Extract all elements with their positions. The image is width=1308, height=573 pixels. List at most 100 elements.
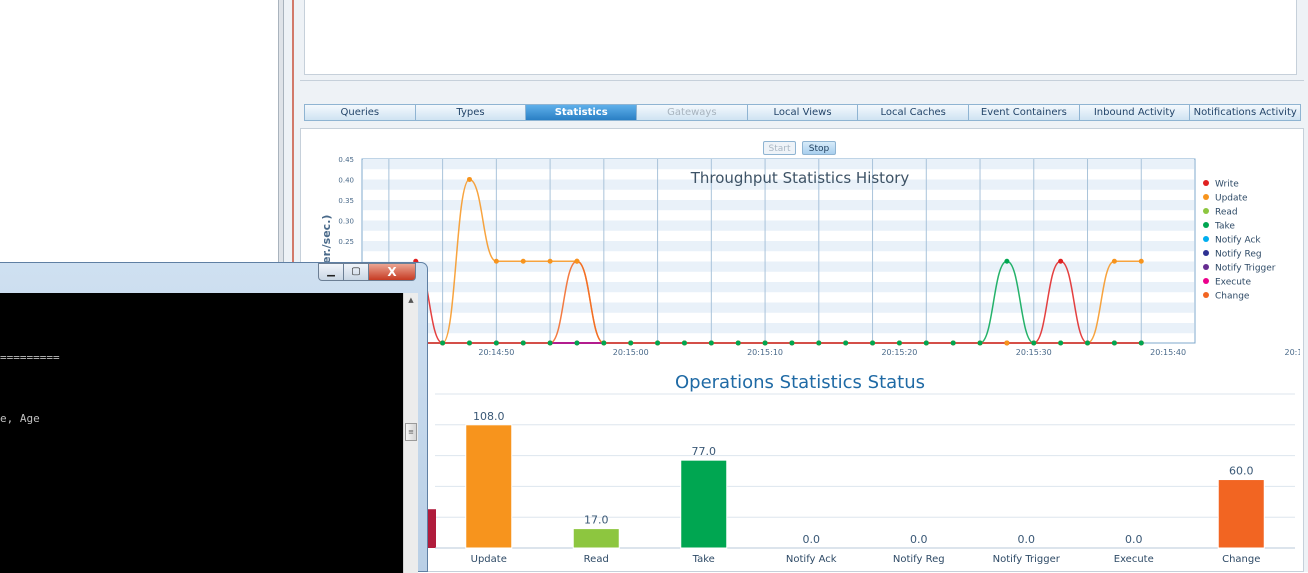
scroll-up-icon[interactable]: ▲ xyxy=(408,296,414,304)
category-label: Notify Reg xyxy=(893,554,945,565)
data-point xyxy=(574,340,580,346)
grid-band xyxy=(363,261,1194,272)
legend-entry: Notify Reg xyxy=(1215,250,1262,260)
minimize-icon[interactable]: ▁ xyxy=(318,263,344,281)
y-tick-label: 0.25 xyxy=(338,238,354,246)
legend-marker xyxy=(1203,208,1209,214)
data-point xyxy=(520,258,526,264)
tab-statistics[interactable]: Statistics xyxy=(525,104,638,121)
data-point xyxy=(735,340,741,346)
console-output[interactable]: ========= e, Age xyxy=(0,293,403,573)
legend-entry: Write xyxy=(1215,180,1239,190)
data-point xyxy=(950,340,956,346)
x-tick-label: 20:15:00 xyxy=(613,348,649,357)
legend-entry: Take xyxy=(1214,222,1235,232)
value-label: 77.0 xyxy=(692,445,717,458)
legend-entry: Update xyxy=(1215,194,1248,204)
value-label: 17.0 xyxy=(584,514,609,527)
tab-inbound-activity[interactable]: Inbound Activity xyxy=(1078,104,1191,121)
data-point xyxy=(628,340,634,346)
legend-marker xyxy=(1203,194,1209,200)
data-point xyxy=(762,340,768,346)
console-titlebar[interactable]: ▁ ▢ X xyxy=(0,263,427,293)
data-point xyxy=(547,340,553,346)
category-label: Notify Trigger xyxy=(993,554,1061,565)
data-point xyxy=(896,340,902,346)
legend-marker xyxy=(1203,264,1209,270)
data-point xyxy=(547,258,553,264)
data-point xyxy=(1058,340,1064,346)
details-box xyxy=(304,0,1297,75)
close-icon[interactable]: X xyxy=(368,263,416,281)
data-point xyxy=(1058,258,1064,264)
tab-bar: Queries Types Statistics Gateways Local … xyxy=(304,104,1302,121)
grid-band xyxy=(363,302,1194,313)
y-tick-label: 0.30 xyxy=(338,217,354,225)
x-tick-label: 20:15:50 xyxy=(1285,348,1300,357)
data-point xyxy=(1138,340,1144,346)
series-line-change xyxy=(415,260,1142,344)
tab-local-views[interactable]: Local Views xyxy=(746,104,859,121)
value-label: 0.0 xyxy=(1018,533,1036,546)
tab-notifications-activity[interactable]: Notifications Activity xyxy=(1189,104,1302,121)
scroll-thumb[interactable]: ≡ xyxy=(405,423,417,441)
legend-marker xyxy=(1203,180,1209,186)
bar-read xyxy=(572,528,620,549)
legend-marker xyxy=(1203,250,1209,256)
data-point xyxy=(1031,340,1037,346)
data-point xyxy=(1085,340,1091,346)
data-point xyxy=(493,258,499,264)
chart-title: Operations Statistics Status xyxy=(675,372,925,393)
console-scrollbar[interactable]: ▲ ≡ xyxy=(403,293,418,573)
category-label: Execute xyxy=(1114,554,1154,565)
maximize-icon[interactable]: ▢ xyxy=(343,263,369,281)
x-tick-label: 20:15:10 xyxy=(747,348,783,357)
data-point xyxy=(493,340,499,346)
legend-marker xyxy=(1203,236,1209,242)
data-point xyxy=(870,340,876,346)
data-point xyxy=(655,340,661,346)
tab-gateways: Gateways xyxy=(636,104,748,121)
value-label: 0.0 xyxy=(1125,533,1143,546)
x-tick-label: 20:15:30 xyxy=(1016,348,1052,357)
legend-entry: Read xyxy=(1215,208,1238,218)
data-point xyxy=(1004,340,1010,346)
grid-band xyxy=(363,179,1194,190)
value-label: 60.0 xyxy=(1229,465,1254,478)
legend-marker xyxy=(1203,278,1209,284)
console-line: ========= xyxy=(0,351,60,364)
data-point xyxy=(1111,340,1117,346)
grid-band xyxy=(363,200,1194,211)
chart-title: Throughput Statistics History xyxy=(690,169,910,187)
data-point xyxy=(440,340,446,346)
data-point xyxy=(1004,258,1010,264)
category-label: Update xyxy=(471,554,507,565)
grid-band xyxy=(363,241,1194,252)
tab-queries[interactable]: Queries xyxy=(304,104,416,121)
tab-types[interactable]: Types xyxy=(414,104,527,121)
start-button: Start xyxy=(763,141,796,155)
data-point xyxy=(466,340,472,346)
data-point xyxy=(601,340,607,346)
section-divider xyxy=(300,80,1304,81)
throughput-history-chart: 0.450.400.350.300.25t (oper./sec.)20:14:… xyxy=(320,156,1300,357)
data-point xyxy=(816,340,822,346)
grid-band xyxy=(363,282,1194,293)
category-label: Notify Ack xyxy=(786,554,837,565)
tab-event-containers[interactable]: Event Containers xyxy=(968,104,1080,121)
legend-marker xyxy=(1203,222,1209,228)
bar-update xyxy=(465,424,513,549)
stop-button[interactable]: Stop xyxy=(802,141,836,155)
bar-change xyxy=(1217,479,1265,549)
data-point xyxy=(789,340,795,346)
legend-entry: Notify Trigger xyxy=(1215,264,1276,274)
value-label: 0.0 xyxy=(803,533,821,546)
tab-local-caches[interactable]: Local Caches xyxy=(857,104,970,121)
y-tick-label: 0.40 xyxy=(338,176,354,184)
legend-marker xyxy=(1203,292,1209,298)
legend-entry: Execute xyxy=(1215,278,1251,288)
data-point xyxy=(1138,258,1144,264)
data-point xyxy=(466,176,472,182)
category-label: Change xyxy=(1222,554,1260,565)
data-point xyxy=(1111,258,1117,264)
